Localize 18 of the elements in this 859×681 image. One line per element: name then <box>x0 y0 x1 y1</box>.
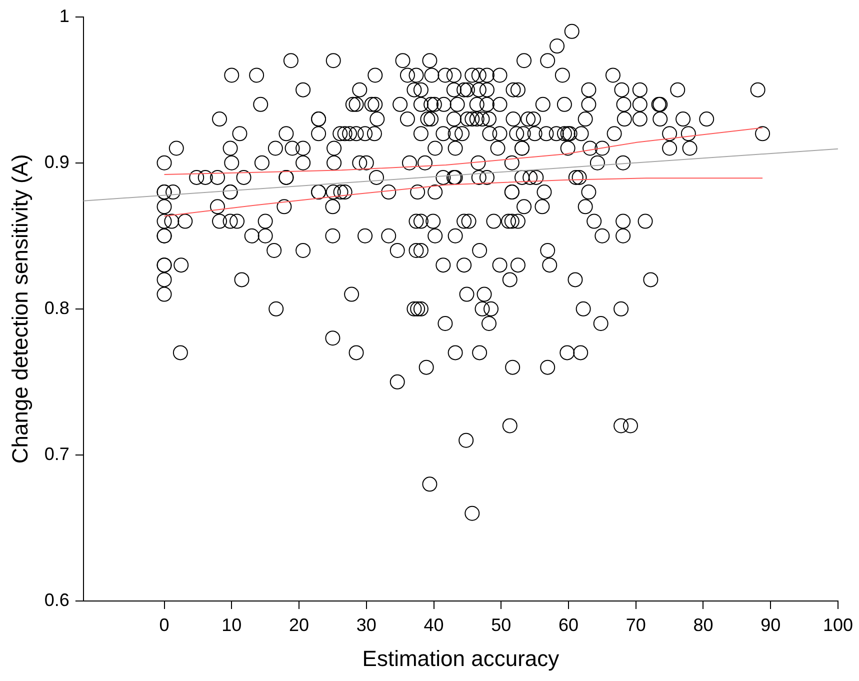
y-tick-label: 0.6 <box>44 590 70 610</box>
y-tick-label: 0.7 <box>44 444 70 464</box>
x-axis-title: Estimation accuracy <box>362 646 560 671</box>
x-tick-label: 90 <box>760 614 781 635</box>
x-tick-label: 80 <box>693 614 714 635</box>
x-tick-label: 50 <box>491 614 512 635</box>
x-tick-label: 20 <box>288 614 310 635</box>
x-tick-label: 40 <box>424 614 444 635</box>
x-tick-label: 100 <box>822 614 854 635</box>
x-tick-label: 70 <box>626 614 646 635</box>
x-tick-label: 60 <box>558 614 579 635</box>
x-tick-label: 30 <box>356 614 376 635</box>
y-axis-title: Change detection sensitivity (A) <box>7 154 32 464</box>
y-tick-label: 1 <box>59 6 70 26</box>
y-tick-label: 0.9 <box>44 152 70 172</box>
x-tick-label: 10 <box>222 614 242 635</box>
y-tick-label: 0.8 <box>44 298 70 318</box>
x-tick-label: 0 <box>159 614 170 635</box>
